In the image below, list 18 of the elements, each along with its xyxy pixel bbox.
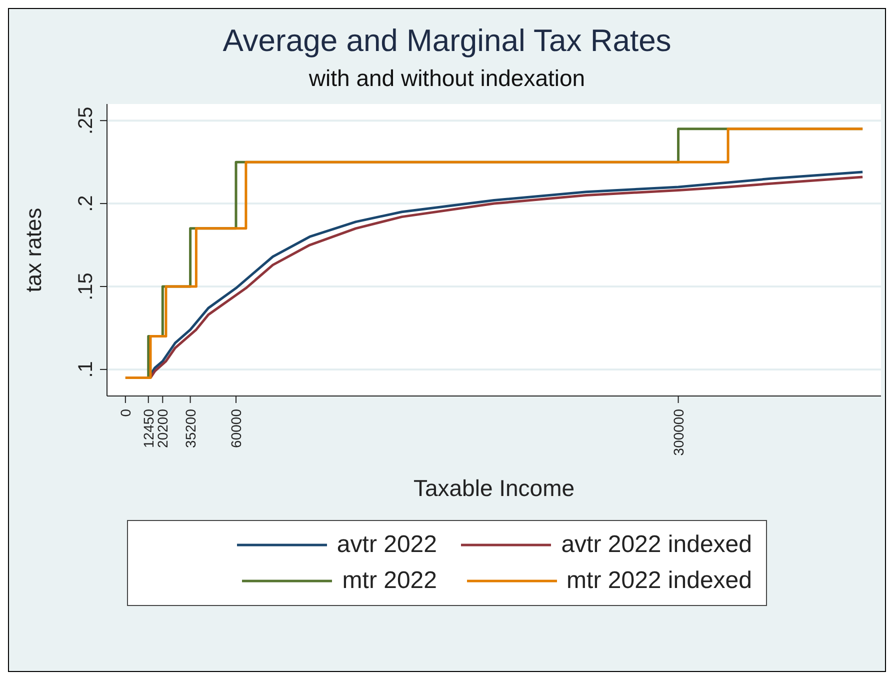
x-tick-label: 300000	[670, 408, 686, 456]
legend-label: mtr 2022 indexed	[566, 567, 752, 595]
y-tick-label: .25	[75, 106, 97, 134]
x-tick-label: 0	[117, 408, 134, 417]
y-tick-label: .15	[75, 272, 97, 300]
y-tick-label: .2	[75, 195, 97, 212]
x-axis-title: Taxable Income	[413, 475, 575, 501]
x-tick-label: 60000	[228, 408, 244, 448]
x-tick-label: 35200	[182, 408, 198, 448]
legend-label: avtr 2022	[336, 531, 437, 559]
x-tick-label: 20200	[154, 408, 171, 448]
chart-title: Average and Marginal Tax Rates	[222, 22, 672, 59]
y-axis-title: tax rates	[20, 208, 46, 292]
legend-label: avtr 2022 indexed	[561, 531, 752, 559]
x-tick-label: 12450	[140, 408, 156, 448]
chart-subtitle: with and without indexation	[308, 65, 586, 92]
legend-label: mtr 2022	[342, 567, 437, 595]
y-tick-label: .1	[75, 361, 97, 378]
